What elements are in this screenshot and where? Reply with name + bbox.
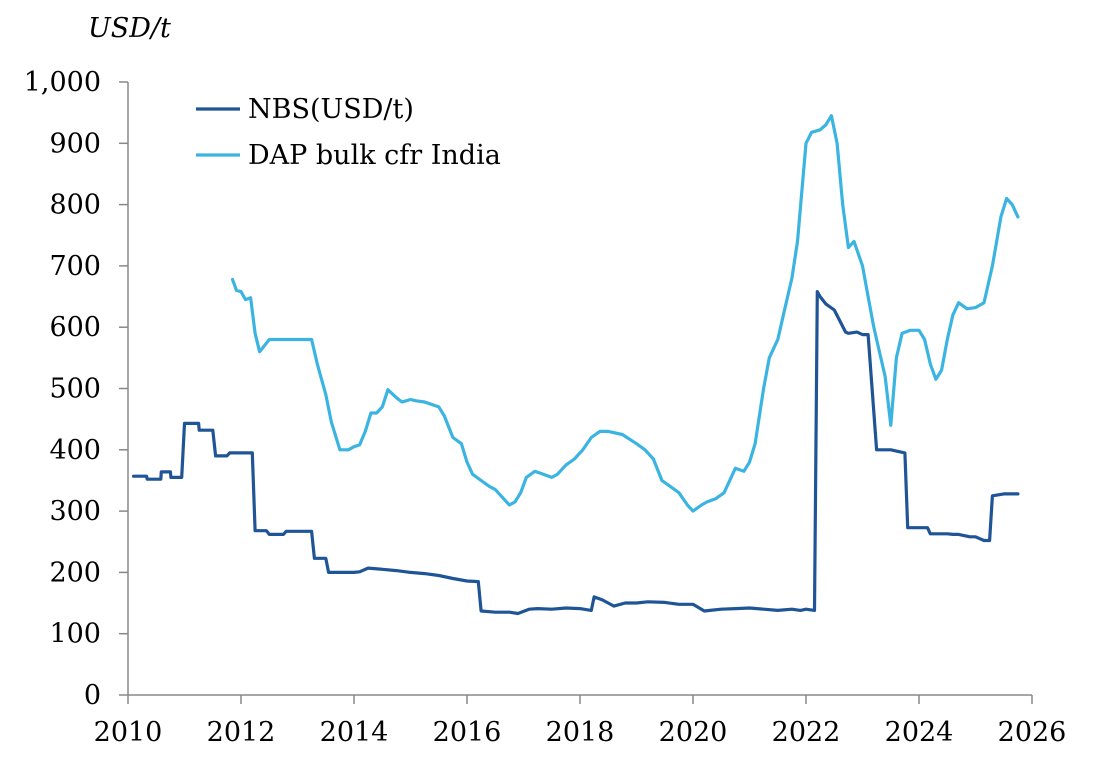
y-tick-label: 100 xyxy=(49,619,101,650)
x-tick-label: 2016 xyxy=(433,717,502,748)
legend-label: DAP bulk cfr India xyxy=(248,140,501,171)
y-tick-label: 400 xyxy=(49,435,101,466)
y-tick-label: 200 xyxy=(49,557,101,588)
series-lines xyxy=(132,114,1020,616)
y-tick-label: 500 xyxy=(49,374,101,405)
y-tick-label: 0 xyxy=(84,680,101,711)
x-tick-label: 2010 xyxy=(94,717,163,748)
y-tick-label: 900 xyxy=(49,128,101,159)
series-line-nbs xyxy=(132,290,1020,616)
x-tick-label: 2020 xyxy=(659,717,728,748)
y-tick-label: 800 xyxy=(49,190,101,221)
x-tick-label: 2026 xyxy=(998,717,1067,748)
y-tick-label: 600 xyxy=(49,312,101,343)
y-tick-label: 700 xyxy=(49,251,101,282)
x-tick-label: 2014 xyxy=(320,717,389,748)
x-tick-label: 2012 xyxy=(207,717,276,748)
legend-label: NBS(USD/t) xyxy=(248,94,414,125)
x-tick-label: 2022 xyxy=(772,717,841,748)
y-axis-unit-label: USD/t xyxy=(88,13,171,44)
x-axis-ticks: 2010 2012 2014 2016 2018 2020 2022 2024 2026 xyxy=(94,695,1067,748)
y-tick-label: 300 xyxy=(49,496,101,527)
x-tick-label: 2018 xyxy=(546,717,615,748)
series-line-dap-bulk-cfr-india xyxy=(230,114,1020,513)
y-tick-label: 1,000 xyxy=(24,67,101,98)
x-tick-label: 2024 xyxy=(885,717,954,748)
legend: NBS(USD/t) DAP bulk cfr India xyxy=(196,94,501,171)
y-axis-ticks: 0 100 200 300 400 500 600 700 800 900 1,000 xyxy=(24,67,128,711)
